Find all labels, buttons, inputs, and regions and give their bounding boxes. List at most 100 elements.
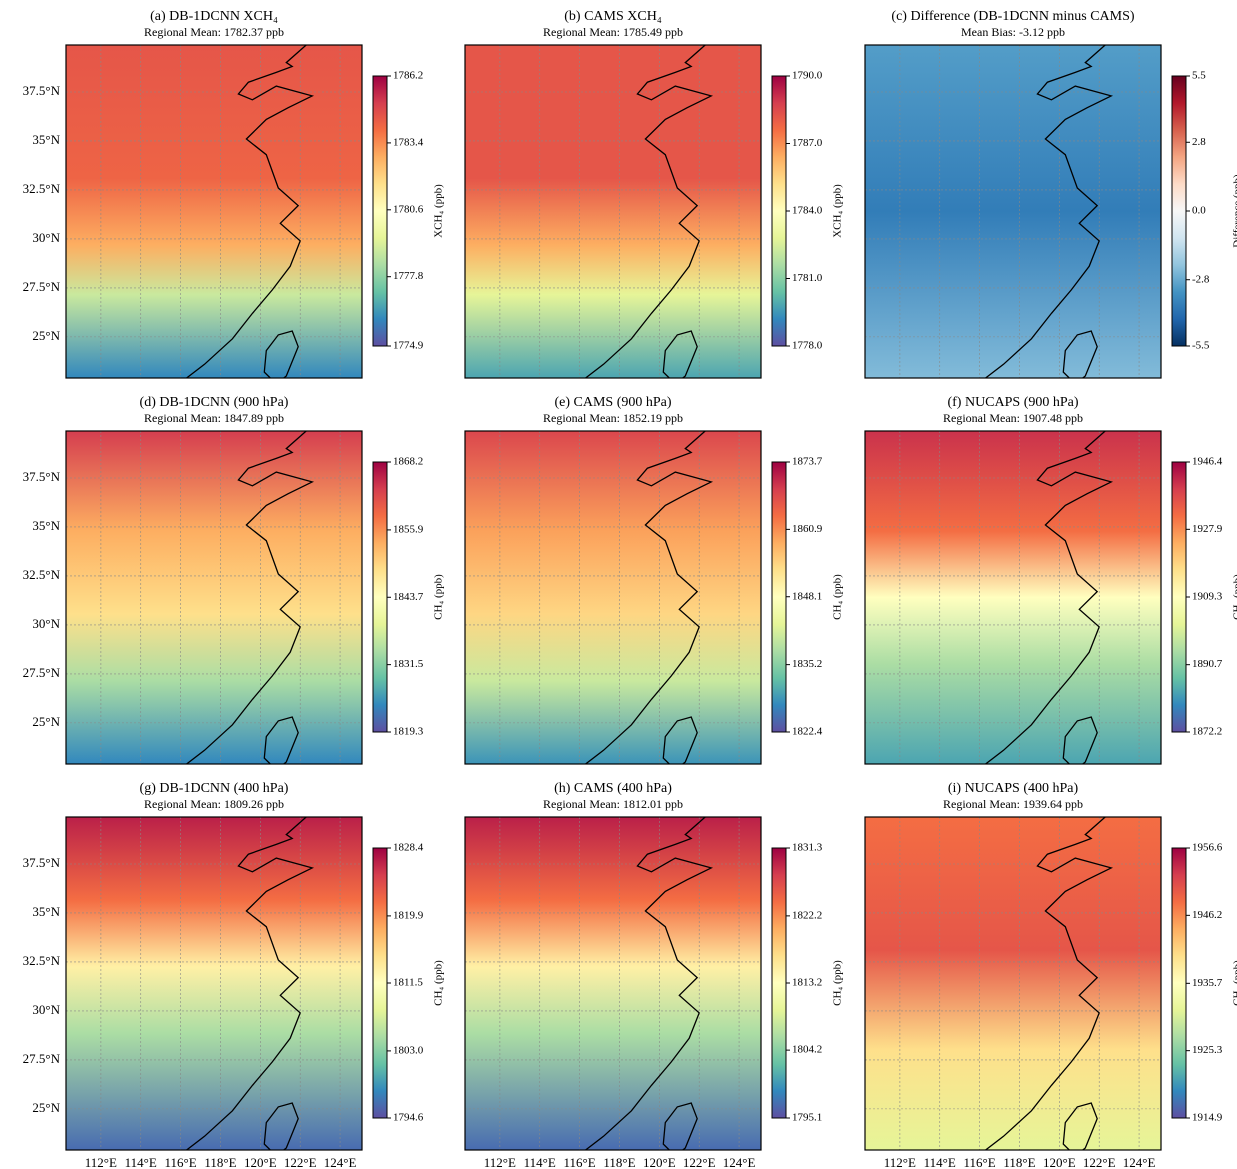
x-tick-label: 118°E [1003, 1155, 1035, 1169]
y-tick-label: 37.5°N [23, 469, 61, 484]
colorbar-label: XCH₄ (ppb) [832, 184, 844, 238]
y-tick-label: 25°N [32, 328, 60, 343]
y-tick-label: 37.5°N [23, 83, 61, 98]
map-area [66, 431, 362, 764]
x-tick-label: 118°E [204, 1155, 236, 1169]
colorbar-tick-label: 2.8 [1192, 136, 1206, 148]
coastline [585, 45, 714, 378]
x-tick-label: 122°E [1083, 1155, 1116, 1169]
y-tick-label: 27.5°N [23, 665, 61, 680]
colorbar [1171, 75, 1187, 347]
colorbar-tick-label: 0.0 [1192, 205, 1206, 217]
colorbar-tick-label: 1822.4 [792, 726, 823, 738]
colorbar-tick-label: 1787.0 [792, 137, 823, 149]
frame [65, 44, 363, 379]
y-tick-label: 32.5°N [23, 953, 61, 968]
colorbar-tick-label: 1935.7 [1192, 977, 1223, 989]
frame [864, 44, 1162, 379]
colorbar-tick-label: 1835.2 [792, 658, 822, 670]
y-tick-label: 30°N [32, 1002, 60, 1017]
panel-title: (g) DB-1DCNN (400 hPa) [140, 781, 289, 796]
x-tick-label: 112°E [85, 1155, 117, 1169]
y-tick-label: 35°N [32, 904, 60, 919]
y-tick-label: 35°N [32, 132, 60, 147]
coastline [263, 1102, 299, 1150]
x-tick-label: 120°E [1043, 1155, 1076, 1169]
colorbar-label: CH₄ (ppb) [832, 960, 844, 1006]
colorbar-label: CH₄ (ppb) [433, 574, 445, 620]
coastline [186, 45, 315, 378]
x-tick-label: 114°E [924, 1155, 956, 1169]
y-tick-label: 32.5°N [23, 567, 61, 582]
colorbar-label: CH₄ (ppb) [832, 574, 844, 620]
y-tick-label: 32.5°N [23, 181, 61, 196]
colorbar-tick-label: 1914.9 [1192, 1112, 1223, 1124]
coastline [985, 45, 1114, 378]
coastline [662, 716, 698, 764]
map-area [66, 817, 362, 1150]
map-area [865, 431, 1161, 764]
colorbar-tick-label: 1956.6 [1192, 842, 1223, 854]
panel-subtitle: Regional Mean: 1847.89 ppb [144, 411, 284, 425]
panel-title: (e) CAMS (900 hPa) [554, 395, 671, 410]
x-tick-label: 124°E [324, 1155, 357, 1169]
colorbar [771, 461, 787, 733]
colorbar-tick-label: 1843.7 [393, 591, 424, 603]
colorbar [372, 75, 388, 347]
colorbar-tick-label: 5.5 [1192, 70, 1206, 82]
colorbar-label: XCH₄ (ppb) [433, 184, 445, 238]
panel-subtitle: Regional Mean: 1939.64 ppb [943, 797, 1083, 811]
field [465, 817, 761, 1150]
coastline [1062, 1102, 1098, 1150]
field [66, 817, 362, 1150]
colorbar-tick-label: 1786.2 [393, 70, 423, 82]
x-tick-label: 116°E [165, 1155, 197, 1169]
colorbar [1171, 847, 1187, 1119]
map-area [865, 45, 1161, 378]
colorbar-tick-label: 1777.8 [393, 270, 424, 282]
frame [65, 816, 363, 1151]
colorbar-tick-label: 1831.3 [792, 842, 823, 854]
colorbar-tick-label: 1804.2 [792, 1044, 822, 1056]
y-tick-label: 30°N [32, 230, 60, 245]
coastline [985, 817, 1114, 1150]
colorbar-tick-label: 1803.0 [393, 1044, 424, 1056]
colorbar-tick-label: 1781.0 [792, 272, 823, 284]
frame [464, 816, 762, 1151]
x-tick-label: 124°E [723, 1155, 756, 1169]
x-tick-label: 120°E [244, 1155, 277, 1169]
field [865, 817, 1161, 1150]
frame [464, 44, 762, 379]
x-tick-label: 114°E [524, 1155, 556, 1169]
colorbar-tick-label: 1784.0 [792, 205, 823, 217]
coastline [186, 817, 315, 1150]
map-area [465, 45, 761, 378]
colorbar [372, 847, 388, 1119]
colorbar-tick-label: 1909.3 [1192, 591, 1223, 603]
colorbar-tick-label: 1927.9 [1192, 523, 1223, 535]
coastline [585, 431, 714, 764]
panel-subtitle: Regional Mean: 1907.48 ppb [943, 411, 1083, 425]
y-tick-label: 25°N [32, 1100, 60, 1115]
colorbar-tick-label: 1819.9 [393, 909, 424, 921]
field [465, 431, 761, 764]
field [66, 45, 362, 378]
x-tick-label: 112°E [484, 1155, 516, 1169]
map-area [66, 45, 362, 378]
colorbar-tick-label: 1848.1 [792, 590, 822, 602]
panel-subtitle: Mean Bias: -3.12 ppb [961, 25, 1065, 39]
colorbar-tick-label: 1811.5 [393, 977, 423, 989]
frame [864, 430, 1162, 765]
x-tick-label: 118°E [603, 1155, 635, 1169]
colorbar-tick-label: -2.8 [1192, 273, 1210, 285]
colorbar-label: CH₄ (ppb) [1232, 574, 1237, 620]
panel-subtitle: Regional Mean: 1852.19 ppb [543, 411, 683, 425]
y-tick-label: 30°N [32, 616, 60, 631]
panel-title: (c) Difference (DB-1DCNN minus CAMS) [891, 9, 1134, 24]
coastline [1062, 716, 1098, 764]
colorbar-tick-label: 1828.4 [393, 842, 424, 854]
colorbar [771, 847, 787, 1119]
panel-title: (h) CAMS (400 hPa) [554, 781, 672, 796]
field [865, 431, 1161, 764]
